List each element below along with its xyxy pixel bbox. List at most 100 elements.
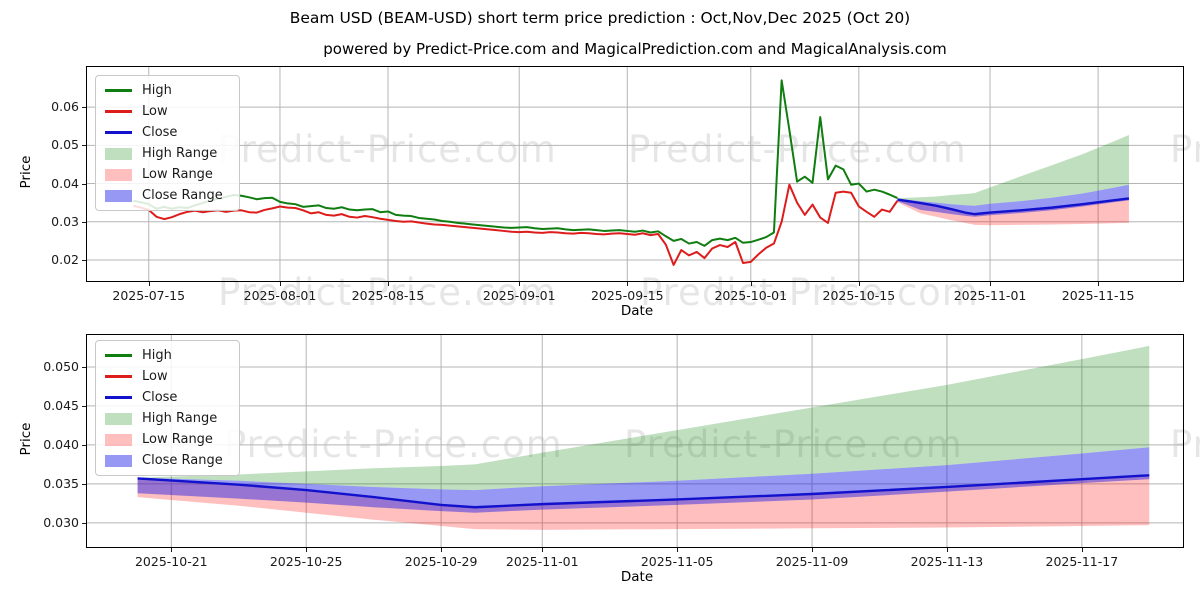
legend-label: High	[142, 348, 172, 363]
plot-area-bottom: High Low Close High Range Low Range Close Ran…	[86, 334, 1184, 548]
legend-swatch-patch	[105, 433, 132, 446]
x-tick-label: 2025-10-25	[269, 554, 343, 569]
x-tick-label: 2025-08-01	[243, 288, 317, 303]
y-tick-label: 0.030	[43, 514, 79, 530]
y-tick-label: 0.045	[43, 397, 79, 413]
legend-item: Low Range	[105, 167, 223, 182]
legend-bottom: High Low Close High Range Low Range Close Ran…	[95, 340, 240, 476]
y-tick-label: 0.06	[51, 99, 79, 115]
figure-subtitle: powered by Predict-Price.com and Magical…	[323, 40, 947, 58]
x-tick-mark	[171, 548, 173, 552]
legend-swatch-line	[105, 375, 132, 378]
y-tick-mark	[82, 221, 86, 223]
x-tick-label: 2025-11-09	[775, 554, 849, 569]
x-tick-mark	[388, 282, 389, 286]
x-tick-label: 2025-11-15	[1061, 288, 1135, 303]
legend-item: High Range	[105, 146, 223, 161]
x-tick-mark	[441, 548, 443, 552]
y-tick-label: 0.035	[43, 475, 79, 491]
x-tick-label: 2025-10-01	[714, 288, 788, 303]
legend-item: Low	[105, 369, 223, 384]
legend-swatch-line	[105, 396, 132, 399]
chart-canvas-top	[87, 67, 1183, 281]
x-tick-mark	[812, 548, 814, 552]
legend-label: Low Range	[142, 167, 213, 182]
x-tick-mark	[1081, 548, 1083, 552]
legend-label: Close	[142, 390, 178, 405]
x-tick-label: 2025-11-17	[1045, 554, 1119, 569]
legend-label: Low	[142, 369, 168, 384]
watermark-text: Predict-Price.com	[218, 271, 557, 314]
x-tick-label: 2025-11-05	[640, 554, 714, 569]
x-tick-mark	[627, 282, 629, 286]
legend-label: Low	[142, 104, 168, 119]
legend-label: Close	[142, 125, 178, 140]
legend-item: Low Range	[105, 432, 223, 447]
x-tick-mark	[1098, 282, 1100, 286]
x-tick-mark	[750, 282, 752, 286]
watermark-text: Predict-Price.com	[640, 271, 979, 314]
legend-item: High	[105, 83, 223, 98]
legend-swatch-line	[105, 131, 132, 134]
x-tick-mark	[542, 548, 544, 552]
legend-swatch-patch	[105, 189, 132, 202]
watermark-text: Predict-Price.com	[628, 128, 967, 171]
y-tick-label: 0.050	[43, 358, 79, 374]
y-tick-mark	[82, 444, 86, 446]
x-tick-label: 2025-11-01	[505, 554, 579, 569]
y-tick-mark	[82, 145, 86, 147]
legend-swatch-patch	[105, 147, 132, 160]
x-tick-label: 2025-07-15	[112, 288, 186, 303]
x-tick-label: 2025-09-01	[482, 288, 556, 303]
legend-swatch-patch	[105, 454, 132, 467]
y-tick-label: 0.040	[43, 436, 79, 452]
x-tick-mark	[148, 282, 150, 286]
legend-swatch-line	[105, 89, 132, 92]
legend-label: High	[142, 83, 172, 98]
legend-item: High Range	[105, 411, 223, 426]
y-tick-mark	[82, 483, 86, 485]
legend-swatch-patch	[105, 412, 132, 425]
y-tick-mark	[82, 183, 86, 185]
legend-item: Close Range	[105, 188, 223, 203]
watermark-text: Predict-Price.com	[1170, 128, 1200, 171]
x-tick-label: 2025-10-21	[134, 554, 208, 569]
legend-label: Low Range	[142, 432, 213, 447]
legend-label: High Range	[142, 411, 218, 426]
x-tick-label: 2025-10-15	[822, 288, 896, 303]
legend-item: High	[105, 348, 223, 363]
y-tick-mark	[82, 405, 86, 407]
legend-swatch-line	[105, 354, 132, 357]
x-axis-label-bottom: Date	[620, 569, 654, 585]
y-tick-label: 0.04	[51, 175, 79, 191]
x-tick-mark	[519, 282, 521, 286]
y-tick-label: 0.02	[51, 251, 79, 267]
y-tick-label: 0.03	[51, 213, 79, 229]
legend-item: Close	[105, 125, 223, 140]
x-tick-label: 2025-08-15	[351, 288, 425, 303]
x-tick-mark	[858, 282, 860, 286]
x-tick-mark	[279, 282, 281, 286]
y-tick-mark	[82, 259, 86, 261]
legend-item: Close	[105, 390, 223, 405]
x-tick-mark	[946, 548, 948, 552]
y-tick-label: 0.05	[51, 137, 79, 153]
legend-swatch-line	[105, 110, 132, 113]
legend-top: High Low Close High Range Low Range Close Ran…	[95, 75, 240, 211]
x-tick-label: 2025-10-29	[404, 554, 478, 569]
x-tick-label: 2025-09-15	[590, 288, 664, 303]
figure-title: Beam USD (BEAM-USD) short term price pre…	[289, 9, 911, 27]
y-tick-mark	[82, 107, 86, 109]
x-tick-mark	[306, 548, 308, 552]
legend-item: Close Range	[105, 453, 223, 468]
legend-item: Low	[105, 104, 223, 119]
x-tick-label: 2025-11-01	[953, 288, 1027, 303]
x-tick-mark	[677, 548, 679, 552]
legend-label: Close Range	[142, 188, 223, 203]
chart-canvas-bottom	[87, 335, 1183, 547]
x-tick-label: 2025-11-13	[910, 554, 984, 569]
x-tick-mark	[990, 282, 992, 286]
